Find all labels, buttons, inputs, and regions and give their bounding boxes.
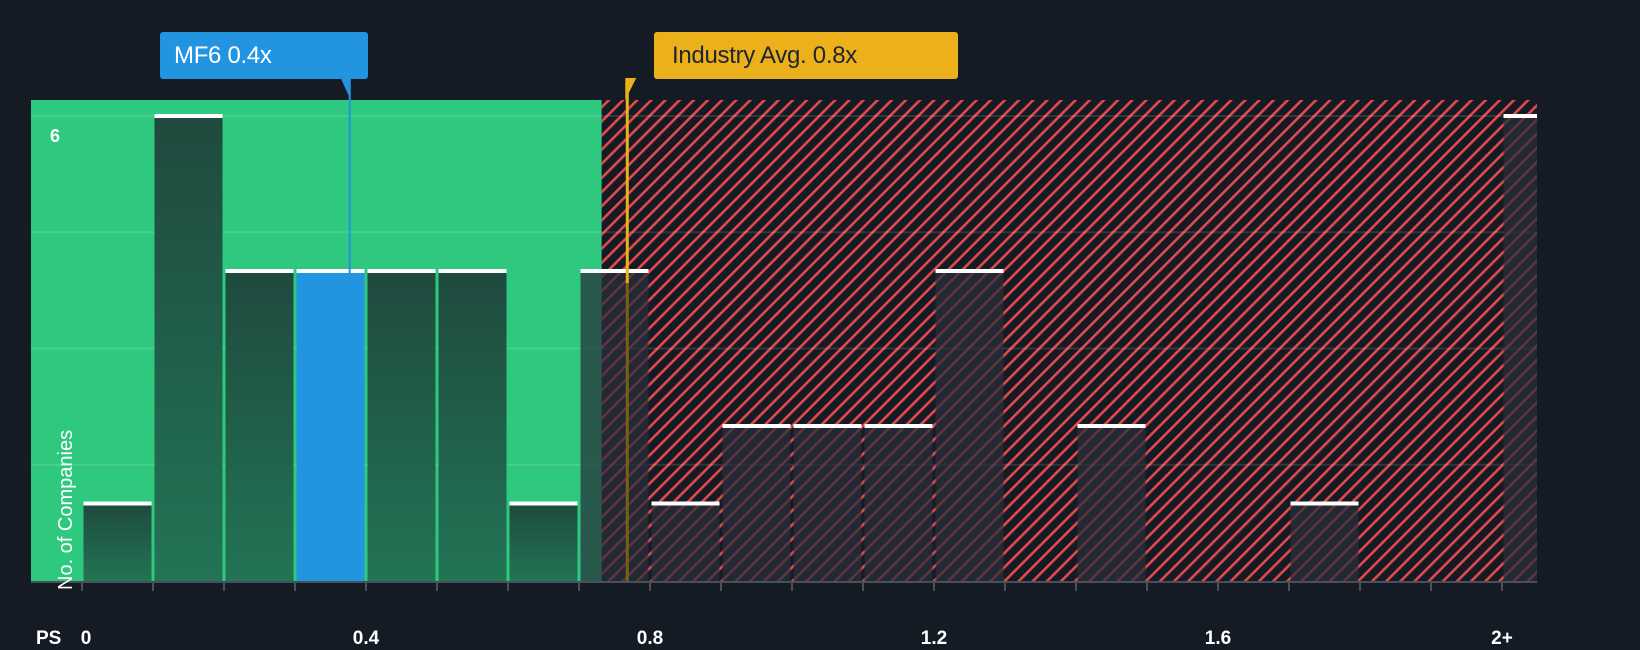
bar-cap bbox=[154, 114, 223, 118]
bar-cap bbox=[580, 269, 649, 273]
bar-cap bbox=[438, 269, 507, 273]
histogram-bar bbox=[651, 503, 720, 581]
histogram-bar bbox=[1290, 503, 1359, 581]
y-tick-6: 6 bbox=[50, 126, 61, 146]
industry-average-label: Industry Avg. 0.8x bbox=[672, 42, 857, 69]
histogram-bar bbox=[1077, 426, 1146, 581]
bar-cap bbox=[83, 501, 152, 506]
bar-cap bbox=[722, 424, 791, 428]
x-tick-label: 2+ bbox=[1491, 628, 1513, 649]
histogram-bar bbox=[793, 426, 862, 581]
x-axis-title: PS bbox=[36, 628, 62, 649]
histogram-bar bbox=[83, 503, 152, 581]
industry-average-callout: Industry Avg. 0.8x bbox=[654, 32, 958, 79]
bar-cap bbox=[793, 424, 862, 428]
y-axis-title: No. of Companies bbox=[55, 429, 77, 590]
bar-cap bbox=[296, 269, 365, 273]
company-ps-label: MF6 0.4x bbox=[174, 42, 272, 69]
x-tick-label: 1.6 bbox=[1204, 628, 1232, 649]
histogram-bar bbox=[154, 116, 223, 581]
histogram-bars bbox=[83, 114, 1537, 581]
bar-cap bbox=[509, 501, 578, 506]
x-axis bbox=[31, 581, 1537, 591]
bar-cap bbox=[225, 269, 294, 273]
industry-callout-pointer bbox=[625, 78, 637, 100]
x-tick-label: 0.4 bbox=[352, 628, 380, 649]
histogram-bar bbox=[935, 271, 1004, 581]
highlight-bar bbox=[296, 271, 365, 581]
reference-lines bbox=[340, 78, 637, 581]
histogram-bar bbox=[722, 426, 791, 581]
company-ps-callout: MF6 0.4x bbox=[160, 32, 368, 79]
bar-cap bbox=[367, 269, 436, 273]
bar-cap bbox=[1503, 114, 1537, 118]
histogram-bar bbox=[509, 503, 578, 581]
bar-cap bbox=[935, 269, 1004, 273]
histogram-bar bbox=[1503, 116, 1537, 581]
histogram-bar bbox=[367, 271, 436, 581]
company-callout-pointer bbox=[340, 78, 351, 100]
x-tick-label: 0.8 bbox=[636, 628, 664, 649]
bar-cap bbox=[864, 424, 933, 428]
histogram-bar bbox=[580, 271, 649, 581]
bar-cap bbox=[1077, 424, 1146, 428]
histogram-bar bbox=[225, 271, 294, 581]
histogram-bar bbox=[438, 271, 507, 581]
x-tick-label: 1.2 bbox=[920, 628, 948, 649]
x-tick-label: 0 bbox=[80, 628, 92, 649]
bar-cap bbox=[1290, 501, 1359, 506]
histogram-bar bbox=[864, 426, 933, 581]
bar-cap bbox=[651, 501, 720, 506]
